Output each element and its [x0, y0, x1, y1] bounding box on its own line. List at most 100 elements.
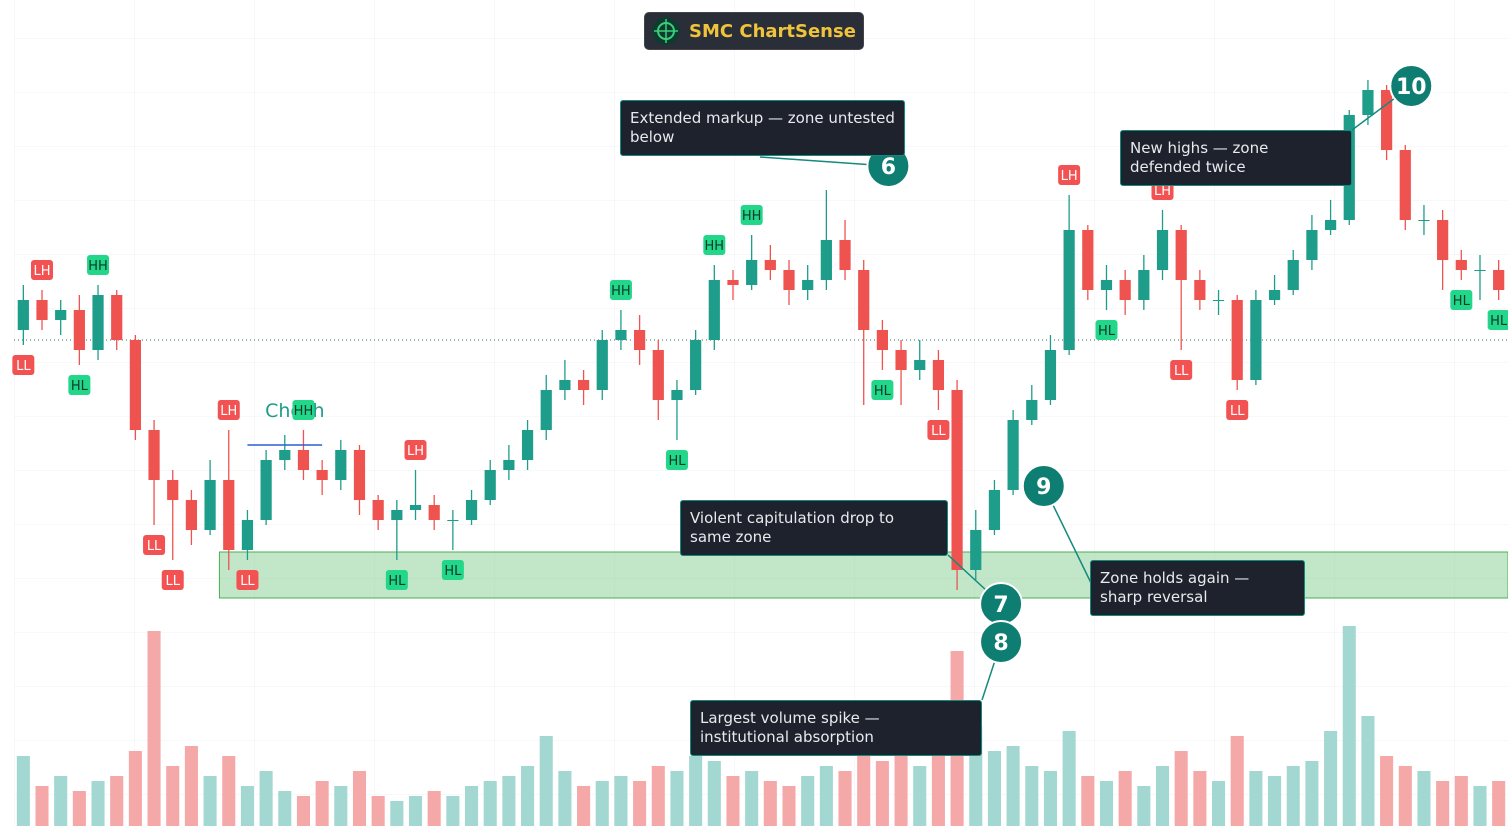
callout: Extended markup — zone untested below — [620, 100, 905, 156]
candle-body — [1156, 230, 1169, 270]
swing-label: LL — [16, 359, 31, 374]
volume-bar — [633, 781, 647, 826]
callout: Zone holds again — sharp reversal — [1090, 560, 1305, 616]
volume-bar — [1118, 771, 1132, 826]
candle-body — [577, 380, 590, 390]
candle-body — [1044, 350, 1057, 400]
candle-body — [1306, 230, 1318, 260]
volume-bar — [334, 786, 348, 826]
volume-bar — [763, 781, 777, 826]
volume-bar — [371, 796, 385, 826]
swing-badge — [441, 560, 464, 580]
candle-body — [92, 295, 104, 350]
annotation-number: 8 — [993, 631, 1008, 656]
logo-title: SMC ChartSense — [689, 20, 856, 42]
candle-body — [671, 390, 683, 400]
swing-label: HL — [668, 454, 686, 469]
candle-body — [1250, 300, 1262, 380]
volume-bar — [689, 756, 703, 826]
volume-bar — [894, 736, 908, 826]
candle-body — [316, 470, 328, 480]
candle-body — [241, 520, 254, 550]
volume-bar — [819, 766, 833, 826]
candle-body — [1362, 90, 1374, 115]
volume-bar — [147, 631, 161, 826]
volume-bar — [931, 741, 945, 826]
candle-body — [353, 450, 366, 500]
swing-label: HL — [388, 574, 406, 589]
callout: Violent capitulation drop to same zone — [680, 500, 948, 556]
candle-body — [802, 280, 814, 290]
swing-label: HH — [294, 404, 314, 419]
candle-body — [111, 295, 123, 340]
swing-badge — [217, 400, 240, 420]
volume-bar — [91, 781, 105, 826]
candle-body — [465, 500, 478, 520]
swing-badge — [1450, 290, 1473, 310]
swing-label: HH — [705, 239, 725, 254]
candle-body — [1026, 400, 1038, 420]
candle-body — [783, 270, 795, 290]
callout: New highs — zone defended twice — [1120, 130, 1352, 186]
swing-badge — [703, 235, 726, 255]
candle-body — [746, 260, 758, 285]
candle-body — [260, 460, 272, 520]
volume-bar — [1361, 716, 1375, 826]
volume-bar — [707, 761, 721, 826]
candle-body — [1063, 230, 1075, 350]
callout: Largest volume spike — institutional abs… — [690, 700, 982, 756]
candle-body — [484, 470, 496, 500]
swing-label: HH — [88, 259, 108, 274]
annotation-number: 7 — [993, 593, 1008, 618]
swing-label: HH — [742, 209, 762, 224]
volume-bar — [408, 796, 423, 826]
candle-body — [1100, 280, 1113, 290]
candle-body — [36, 300, 48, 320]
volume-bar — [1342, 626, 1356, 826]
volume-bar — [296, 796, 310, 826]
candle-body — [559, 380, 571, 390]
volume-bar — [577, 786, 591, 826]
candle-body — [1437, 220, 1449, 260]
candle-body — [1119, 280, 1131, 300]
volume-bar — [240, 786, 254, 826]
volume-bar — [110, 776, 124, 826]
swing-label: LL — [1230, 404, 1245, 419]
swing-label: HH — [611, 284, 631, 299]
swing-badge — [31, 260, 54, 280]
volume-bar — [857, 756, 871, 826]
candle-body — [1381, 90, 1393, 150]
volume-bar — [558, 771, 572, 826]
swing-badge — [68, 375, 91, 395]
candle-body — [876, 330, 888, 350]
annotation-marker — [1021, 464, 1066, 508]
volume-bar — [1268, 776, 1282, 826]
annotation-number: 6 — [881, 155, 896, 180]
volume-bar — [1099, 781, 1114, 826]
volume-bar — [427, 791, 441, 826]
volume-bar — [446, 796, 460, 826]
volume-bar — [1137, 786, 1151, 826]
candle-body — [223, 480, 235, 550]
volume-bar — [1492, 781, 1506, 826]
candle-body — [372, 500, 384, 520]
logo: SMC ChartSense — [644, 12, 864, 50]
candle-body — [951, 390, 963, 570]
swing-badge — [236, 570, 259, 590]
volume-bar — [595, 781, 609, 826]
candle-body — [1324, 220, 1337, 230]
volume-bar — [1380, 756, 1394, 826]
volume-bar — [838, 771, 852, 826]
candle-body — [279, 450, 291, 460]
volume-bar — [1305, 761, 1319, 826]
swing-label: HL — [1490, 314, 1508, 329]
candle-body — [17, 300, 29, 330]
volume-bar — [72, 791, 86, 826]
volume-bar — [184, 746, 198, 826]
candle-body — [55, 310, 67, 320]
swing-badge — [1058, 165, 1081, 185]
candle-body — [1455, 260, 1467, 270]
candle-body — [820, 240, 832, 280]
candle-body — [297, 450, 310, 470]
swing-badge — [609, 280, 632, 300]
